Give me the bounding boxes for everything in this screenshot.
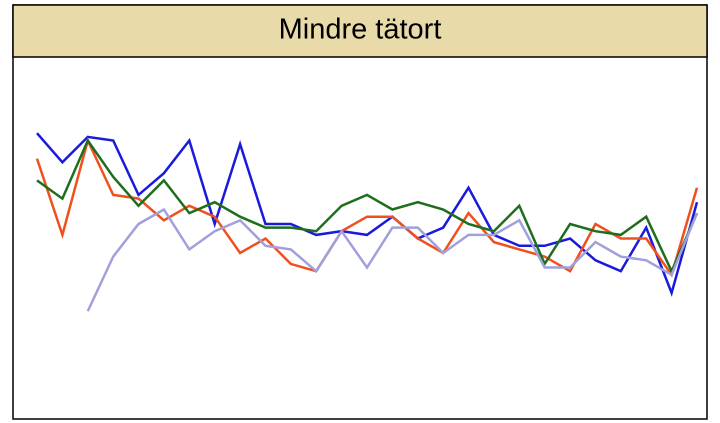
chart-title: Mindre tätort	[279, 14, 442, 46]
series-line	[36, 132, 699, 297]
title-bar	[12, 4, 708, 58]
series-line	[35, 136, 699, 278]
chart-frame	[12, 4, 708, 420]
series-line	[86, 207, 699, 312]
series-line	[36, 137, 699, 275]
